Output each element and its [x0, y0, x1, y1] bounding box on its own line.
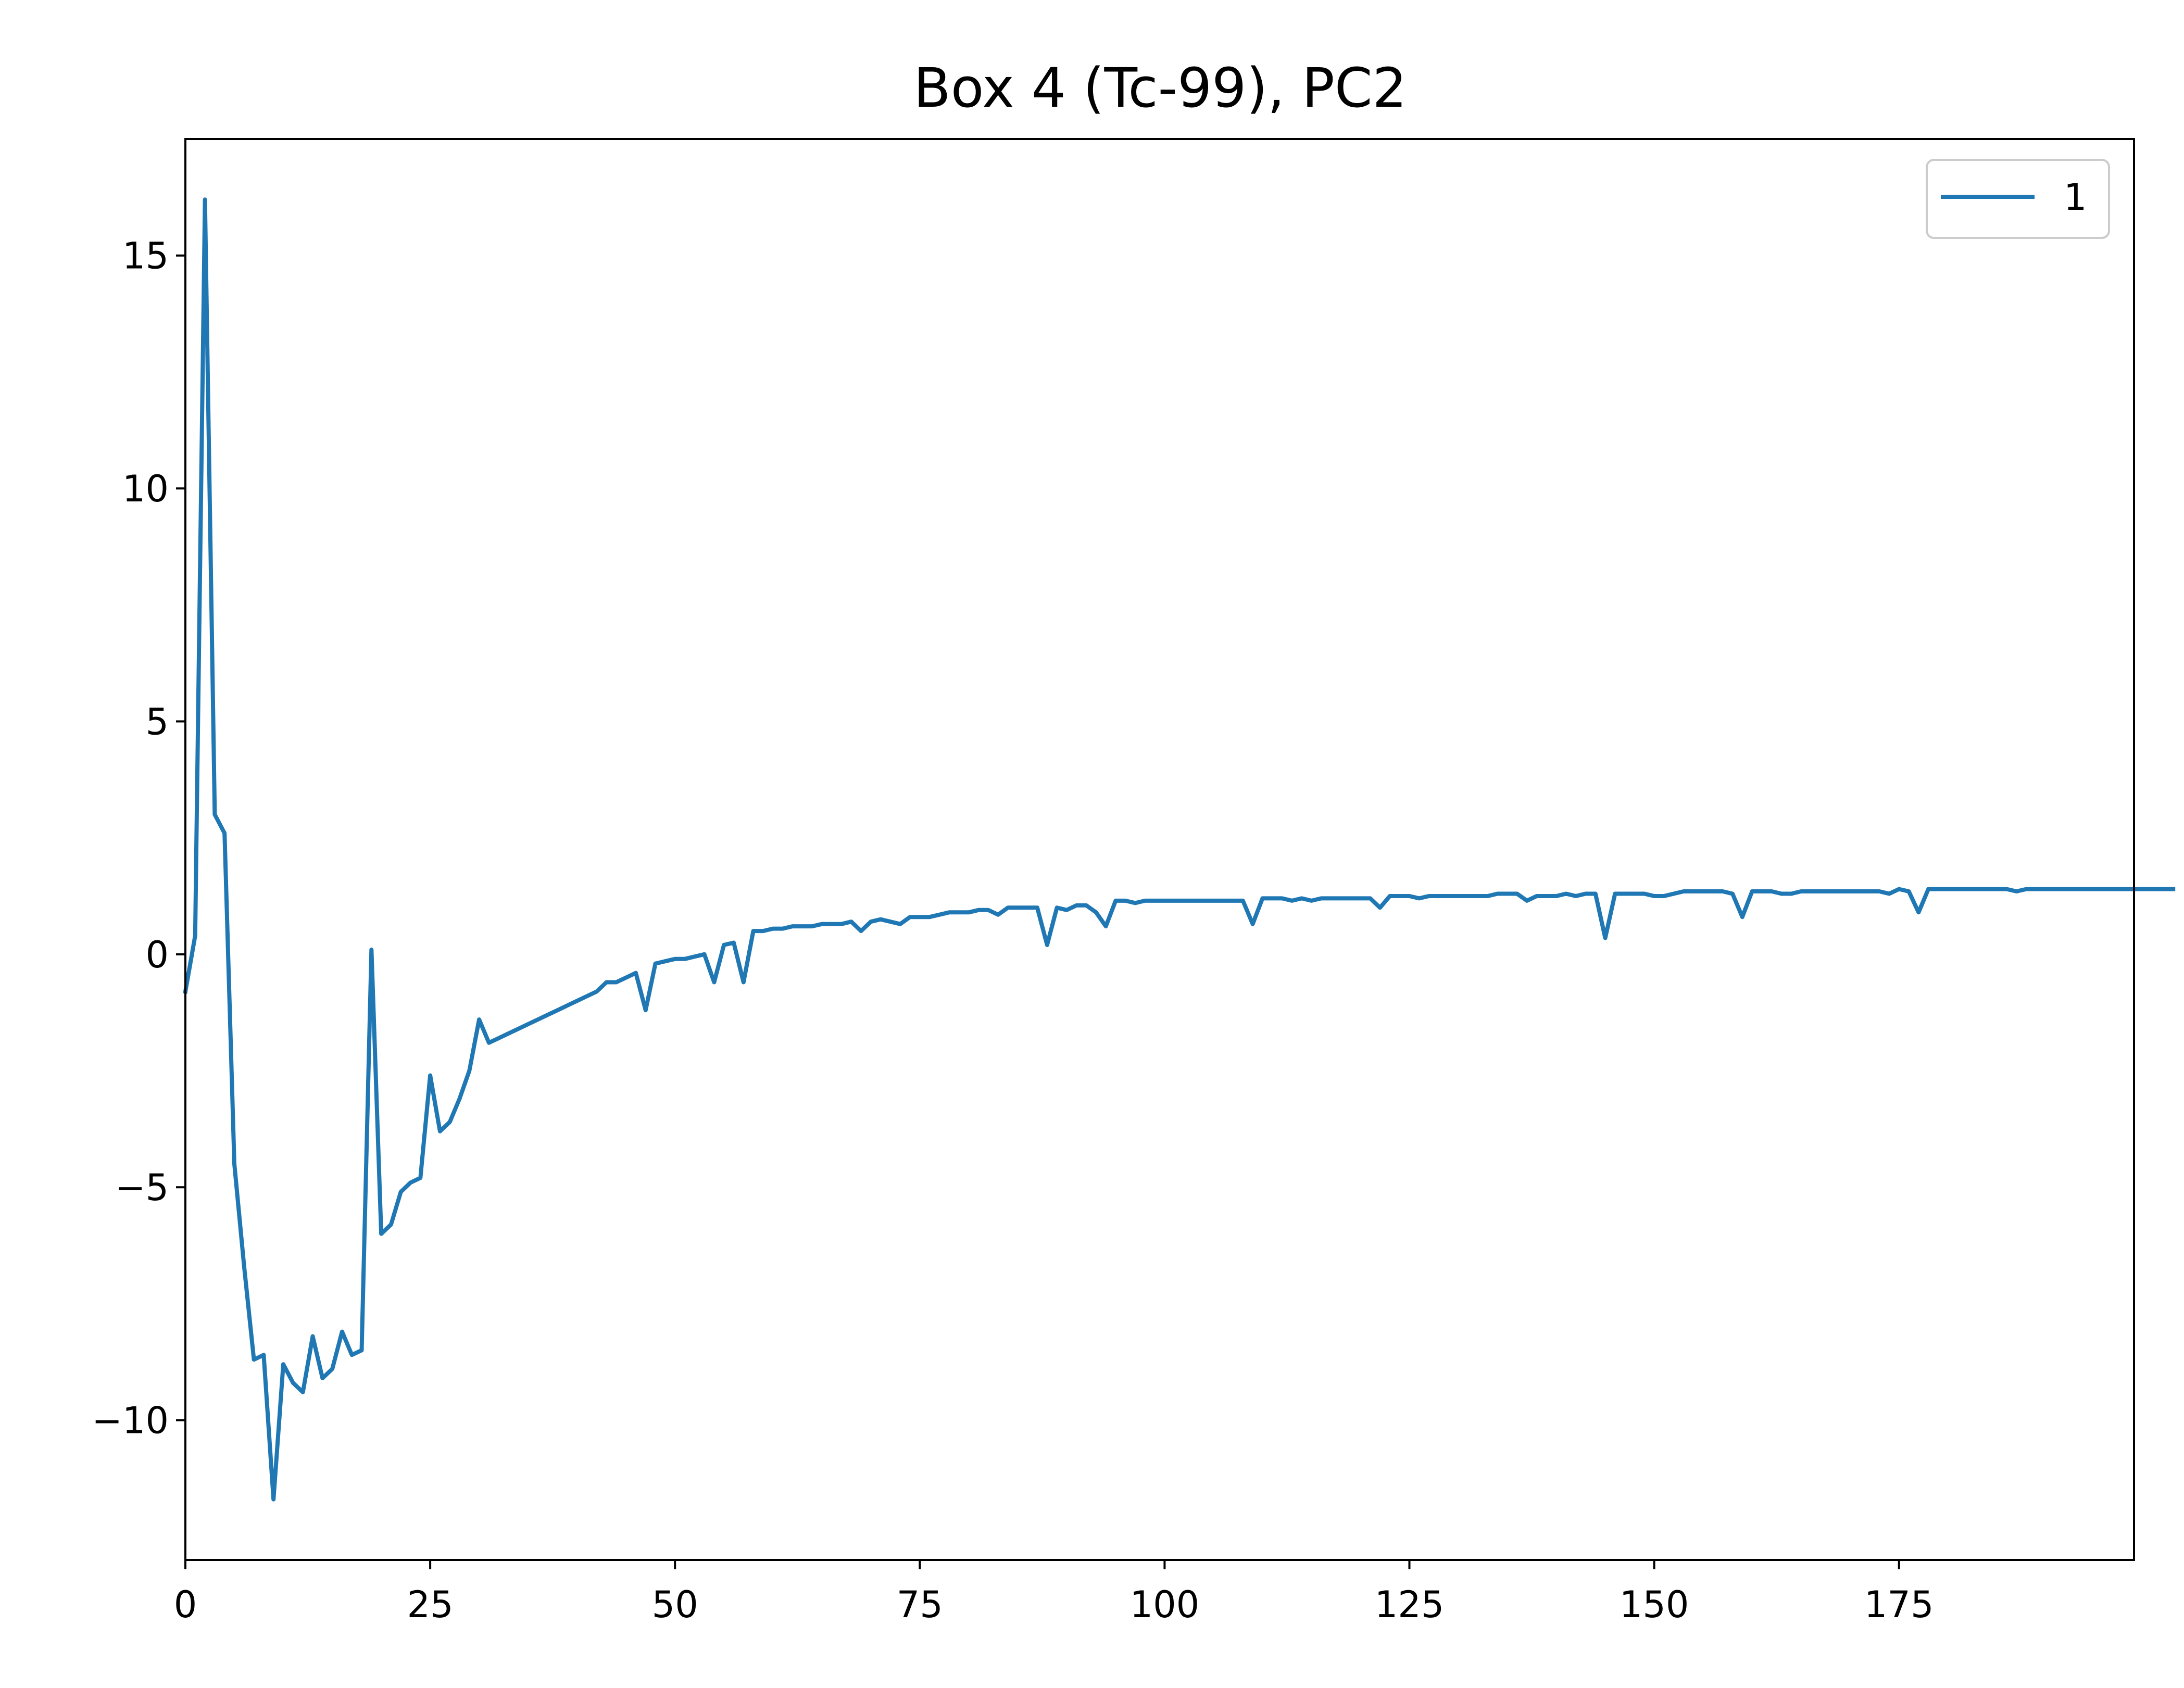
x-tick-label: 25 [407, 1583, 454, 1626]
series-line-1 [183, 197, 2176, 1502]
legend: 1 [1926, 159, 2110, 239]
y-tick-label: −10 [92, 1400, 169, 1442]
y-tick-label: 5 [145, 700, 169, 743]
y-tick-label: 0 [145, 934, 169, 976]
x-tick-label: 50 [652, 1583, 698, 1626]
x-tick-label: 175 [1864, 1583, 1934, 1626]
x-tick-label: 125 [1375, 1583, 1445, 1626]
plot-frame [184, 138, 2135, 1561]
y-tick-label: 15 [122, 235, 169, 278]
plot-area [185, 139, 2134, 1560]
chart-title: Box 4 (Tc-99), PC2 [913, 56, 1407, 120]
x-tick-label: 100 [1130, 1583, 1200, 1626]
x-tick-label: 150 [1620, 1583, 1689, 1626]
y-axis: −10 −5 0 5 10 15 [92, 235, 185, 1442]
y-tick-label: 10 [122, 468, 169, 510]
y-tick-label: −5 [115, 1166, 169, 1209]
x-tick-label: 0 [174, 1583, 197, 1626]
legend-label-1: 1 [2064, 176, 2087, 219]
x-axis: 0 25 50 75 100 125 150 175 [174, 1560, 1934, 1626]
x-tick-label: 75 [897, 1583, 943, 1626]
